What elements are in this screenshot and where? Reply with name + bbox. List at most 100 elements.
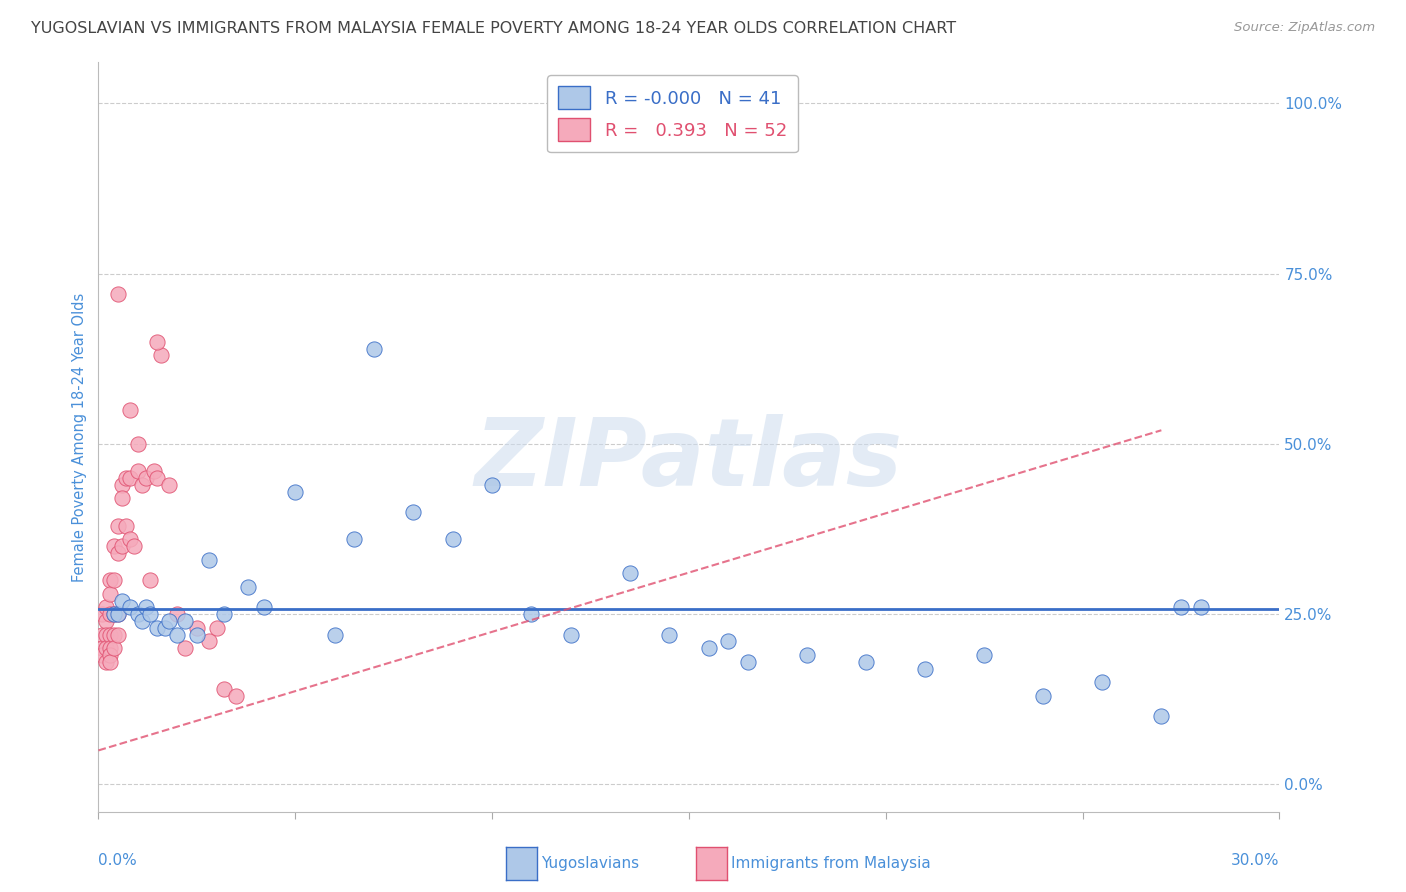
Point <box>142 464 165 478</box>
Point <box>1091 675 1114 690</box>
Point <box>138 573 160 587</box>
Point <box>619 566 641 581</box>
Point <box>150 348 173 362</box>
Text: Yugoslavians: Yugoslavians <box>541 856 640 871</box>
Point <box>91 607 114 622</box>
Point <box>115 471 138 485</box>
Point <box>107 627 129 641</box>
Point <box>127 437 149 451</box>
Point <box>914 662 936 676</box>
Point <box>225 689 247 703</box>
Point <box>103 539 125 553</box>
Point <box>111 593 134 607</box>
Point <box>186 627 208 641</box>
Point <box>111 477 134 491</box>
Point <box>157 614 180 628</box>
Point <box>205 621 228 635</box>
Text: YUGOSLAVIAN VS IMMIGRANTS FROM MALAYSIA FEMALE POVERTY AMONG 18-24 YEAR OLDS COR: YUGOSLAVIAN VS IMMIGRANTS FROM MALAYSIA … <box>31 21 956 37</box>
Point <box>96 655 118 669</box>
Point <box>343 533 366 547</box>
Point <box>91 648 114 662</box>
Point <box>166 607 188 622</box>
Point <box>131 614 153 628</box>
Point <box>155 621 177 635</box>
Point <box>186 621 208 635</box>
Point <box>363 342 385 356</box>
Point <box>107 287 129 301</box>
Point <box>658 627 681 641</box>
Point <box>107 518 129 533</box>
Point <box>253 600 276 615</box>
Text: ZIPatlas: ZIPatlas <box>475 414 903 506</box>
Point <box>481 477 503 491</box>
Point <box>1189 600 1212 615</box>
Point <box>236 580 259 594</box>
Point <box>737 655 759 669</box>
Point <box>98 648 121 662</box>
Point <box>560 627 582 641</box>
Point <box>174 614 197 628</box>
Point <box>91 641 114 656</box>
Point <box>146 334 169 349</box>
Point <box>323 627 346 641</box>
Point <box>98 573 121 587</box>
Point <box>214 682 236 697</box>
Point <box>138 607 160 622</box>
Point <box>1170 600 1192 615</box>
Text: 0.0%: 0.0% <box>98 853 138 868</box>
Point <box>127 464 149 478</box>
Point <box>1150 709 1173 723</box>
Point <box>98 607 121 622</box>
Point <box>402 505 425 519</box>
Text: 30.0%: 30.0% <box>1232 853 1279 868</box>
Point <box>96 600 118 615</box>
Point <box>98 587 121 601</box>
Point <box>174 641 197 656</box>
Point <box>98 627 121 641</box>
Text: Immigrants from Malaysia: Immigrants from Malaysia <box>731 856 931 871</box>
Point <box>697 641 720 656</box>
Text: Source: ZipAtlas.com: Source: ZipAtlas.com <box>1234 21 1375 35</box>
Point <box>127 607 149 622</box>
Point <box>118 533 141 547</box>
Point <box>96 614 118 628</box>
Point <box>1032 689 1054 703</box>
Legend: R = -0.000   N = 41, R =   0.393   N = 52: R = -0.000 N = 41, R = 0.393 N = 52 <box>547 75 799 153</box>
Point <box>520 607 543 622</box>
Point <box>98 655 121 669</box>
Point <box>131 477 153 491</box>
Point <box>197 552 219 566</box>
Point <box>135 471 157 485</box>
Point <box>118 471 141 485</box>
Point <box>98 641 121 656</box>
Y-axis label: Female Poverty Among 18-24 Year Olds: Female Poverty Among 18-24 Year Olds <box>72 293 87 582</box>
Point <box>284 484 307 499</box>
Point <box>111 539 134 553</box>
Point <box>118 600 141 615</box>
Point <box>107 607 129 622</box>
Point <box>146 621 169 635</box>
Point <box>135 600 157 615</box>
Point <box>103 627 125 641</box>
Point <box>96 641 118 656</box>
Point <box>855 655 877 669</box>
Point <box>107 546 129 560</box>
Point <box>103 607 125 622</box>
Point <box>157 477 180 491</box>
Point <box>115 518 138 533</box>
Point <box>122 539 145 553</box>
Point <box>146 471 169 485</box>
Point <box>166 627 188 641</box>
Point <box>91 627 114 641</box>
Point <box>111 491 134 506</box>
Point <box>441 533 464 547</box>
Point <box>118 402 141 417</box>
Point <box>96 627 118 641</box>
Point <box>717 634 740 648</box>
Point <box>214 607 236 622</box>
Point <box>973 648 995 662</box>
Point <box>103 573 125 587</box>
Point <box>107 607 129 622</box>
Point <box>103 641 125 656</box>
Point <box>103 607 125 622</box>
